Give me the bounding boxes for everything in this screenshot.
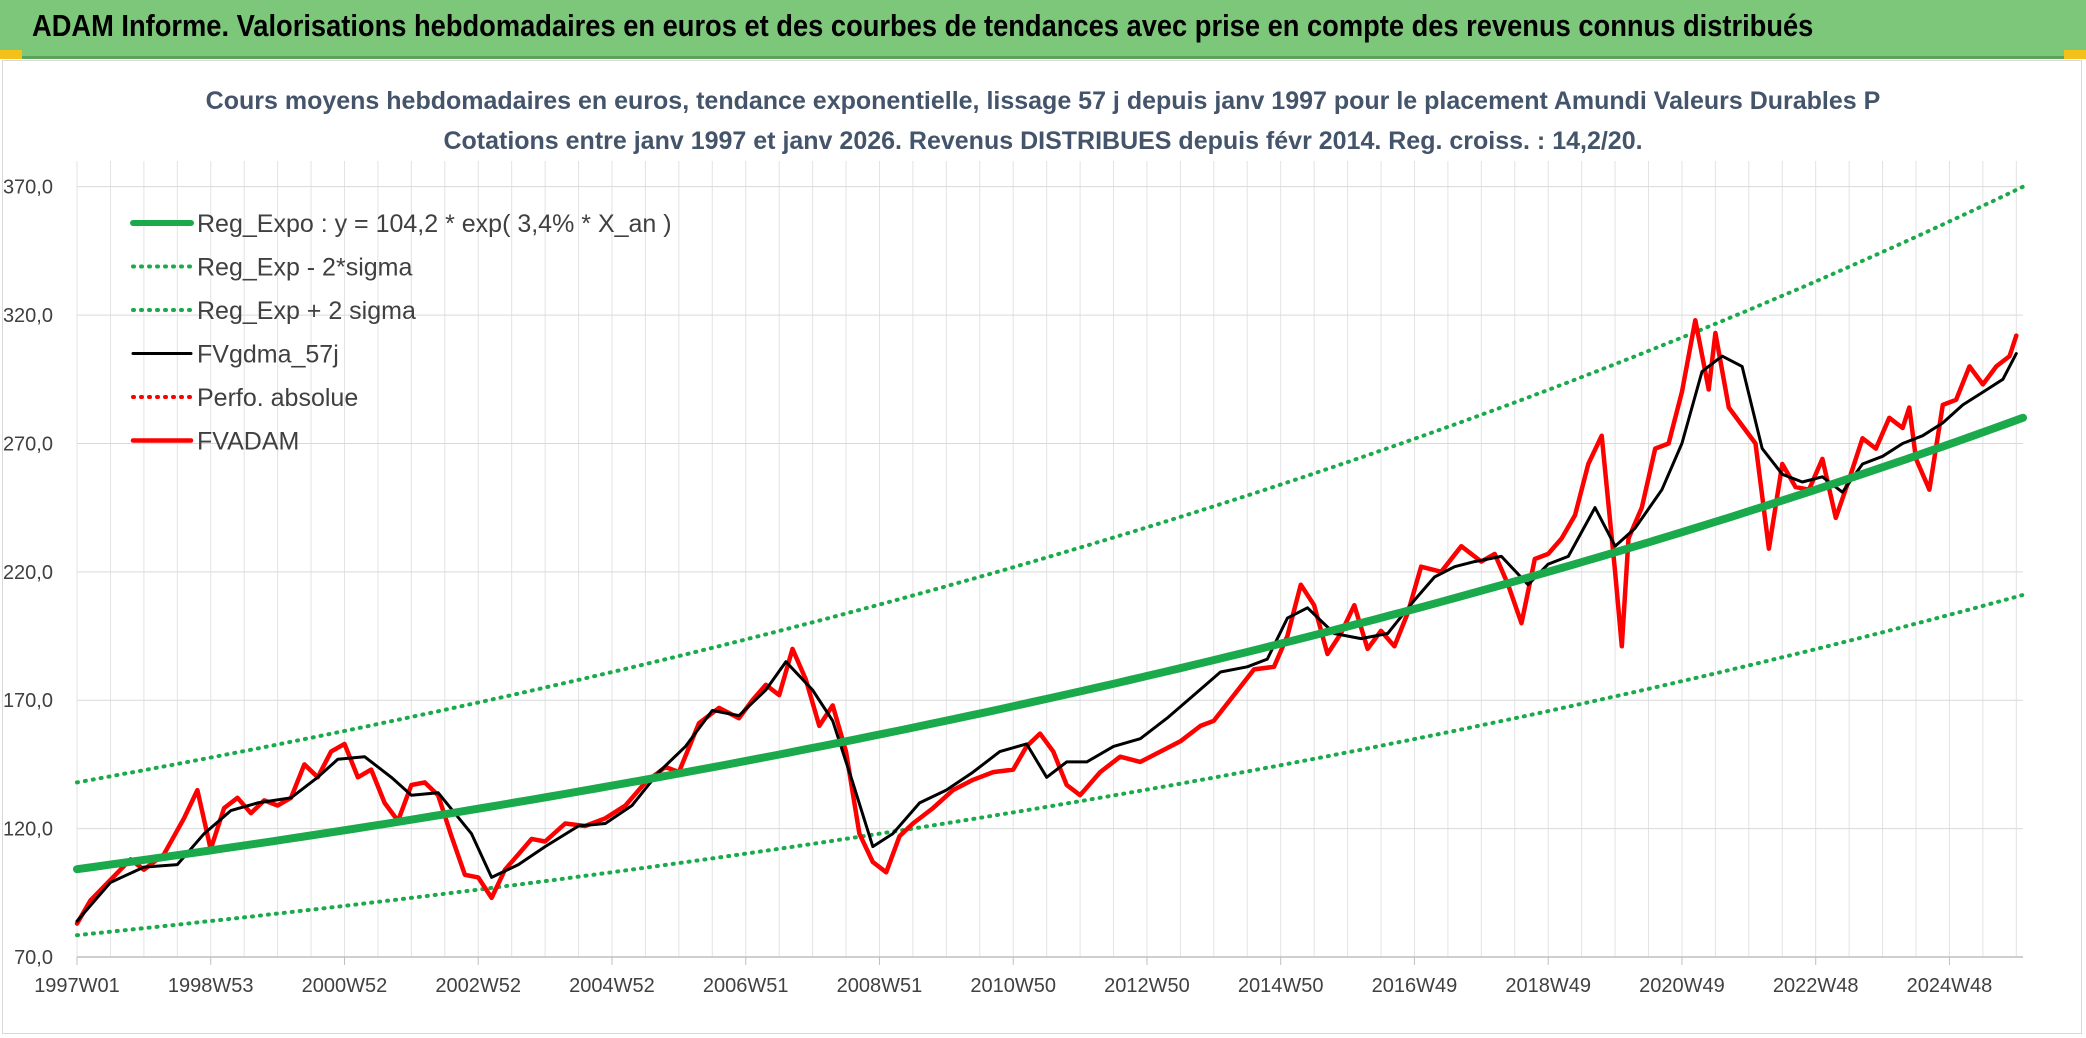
x-tick-label: 2014W50 <box>1238 975 1324 997</box>
x-tick-label: 2016W49 <box>1372 975 1458 997</box>
x-tick-label: 2010W50 <box>970 975 1056 997</box>
y-tick-label: 120,0 <box>3 819 53 841</box>
x-tick-label: 2018W49 <box>1505 975 1591 997</box>
x-tick-label: 2008W51 <box>837 975 923 997</box>
regression-expo-line <box>73 413 2027 874</box>
x-tick-label: 2020W49 <box>1639 975 1725 997</box>
chart-title-line-1: Cours moyens hebdomadaires en euros, ten… <box>206 87 1881 115</box>
fvadam-line <box>74 317 2019 926</box>
series-layer <box>73 184 2027 938</box>
line-chart: Cours moyens hebdomadaires en euros, ten… <box>3 87 2027 997</box>
y-tick-label: 270,0 <box>3 433 53 455</box>
y-tick-label: 170,0 <box>3 690 53 712</box>
legend-label: FVADAM <box>197 428 299 456</box>
x-tick-label: 1997W01 <box>34 975 120 997</box>
x-tick-label: 2006W51 <box>703 975 789 997</box>
y-tick-label: 370,0 <box>3 177 53 199</box>
y-axis: 70,0 120,0 170,0 220,0 270,0 320,0 370,0 <box>3 177 53 969</box>
x-tick-label: 2004W52 <box>569 975 655 997</box>
report-title: ADAM Informe. Valorisations hebdomadaire… <box>32 8 1814 43</box>
y-tick-label: 220,0 <box>3 562 53 584</box>
report-banner: ADAM Informe. Valorisations hebdomadaire… <box>0 0 2086 59</box>
x-axis: 1997W01 1998W53 2000W52 2002W52 2004W52 2006W… <box>34 956 2023 997</box>
banner-corner-left <box>0 50 22 59</box>
x-tick-label: 2002W52 <box>435 975 521 997</box>
legend-label: Reg_Expo : y = 104,2 * exp( 3,4% * X_an … <box>197 210 672 238</box>
regression-lower-band-line <box>75 592 2025 938</box>
chart-title-line-2: Cotations entre janv 1997 et janv 2026. … <box>443 127 1642 155</box>
legend-label: FVgdma_57j <box>197 341 339 369</box>
x-tick-label: 2024W48 <box>1907 975 1993 997</box>
x-tick-label: 2012W50 <box>1104 975 1190 997</box>
x-tick-label: 2022W48 <box>1773 975 1859 997</box>
chart-grid <box>76 161 2023 958</box>
y-tick-label: 320,0 <box>3 305 53 327</box>
chart-frame: Cours moyens hebdomadaires en euros, ten… <box>2 60 2082 1034</box>
y-tick-label: 70,0 <box>14 947 53 969</box>
chart-legend: Reg_Expo : y = 104,2 * exp( 3,4% * X_an … <box>130 210 672 456</box>
legend-label: Reg_Exp - 2*sigma <box>197 254 412 282</box>
x-tick-label: 2000W52 <box>302 975 388 997</box>
legend-label: Reg_Exp + 2 sigma <box>197 297 416 325</box>
x-tick-label: 1998W53 <box>168 975 254 997</box>
banner-corner-right <box>2064 50 2086 59</box>
legend-label: Perfo. absolue <box>197 384 358 412</box>
